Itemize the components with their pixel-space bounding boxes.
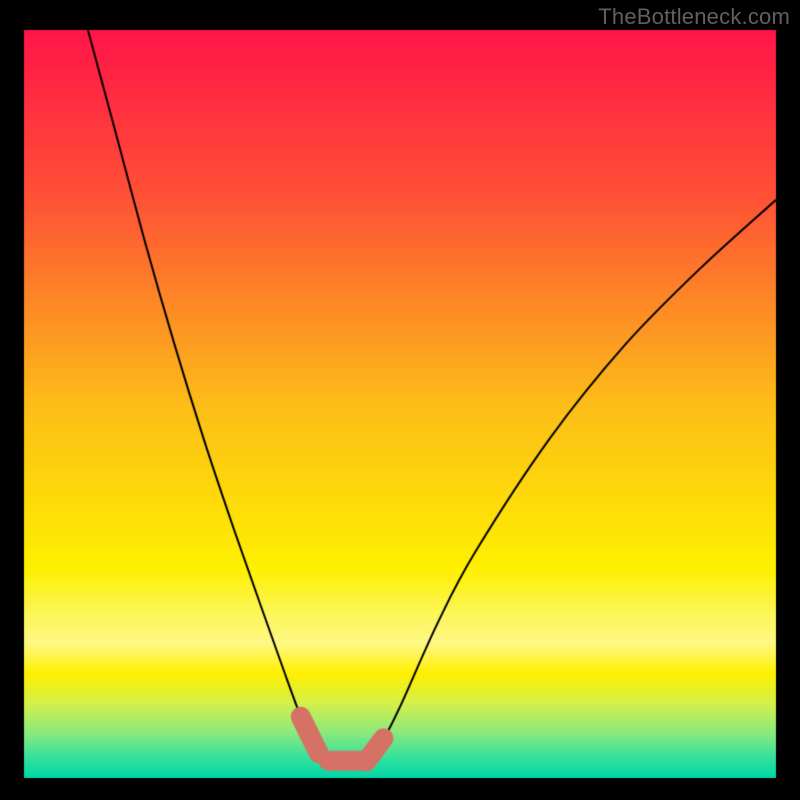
chart-stage: TheBottleneck.com xyxy=(0,0,800,800)
bottleneck-curve-canvas xyxy=(0,0,800,800)
watermark-text: TheBottleneck.com xyxy=(598,4,790,30)
